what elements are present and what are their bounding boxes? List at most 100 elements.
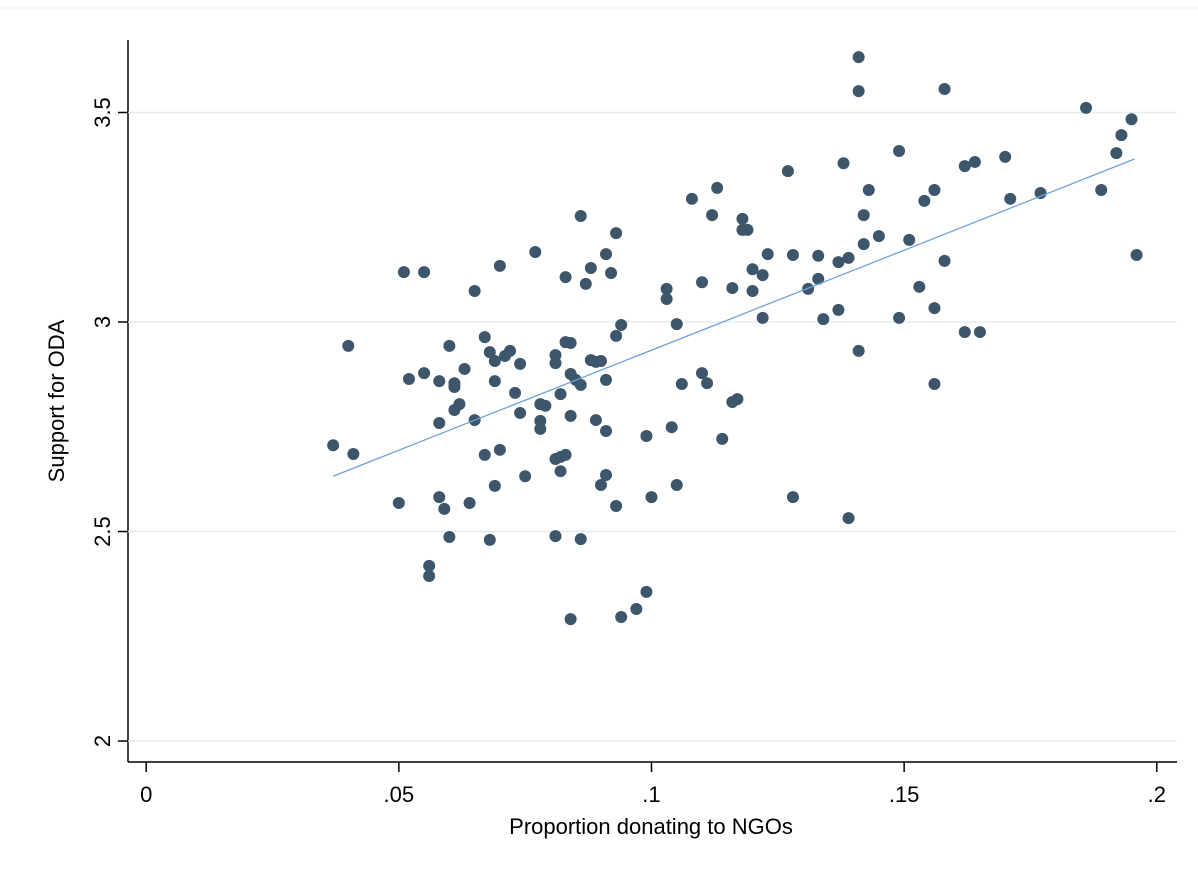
point bbox=[872, 230, 885, 243]
point bbox=[670, 318, 683, 331]
point bbox=[746, 285, 759, 298]
point bbox=[786, 491, 799, 504]
point bbox=[423, 559, 436, 572]
point bbox=[893, 145, 906, 158]
point bbox=[913, 280, 926, 293]
point bbox=[549, 349, 562, 362]
point bbox=[670, 479, 683, 492]
point bbox=[731, 393, 744, 406]
point bbox=[630, 603, 643, 616]
fit-line bbox=[332, 158, 1135, 477]
point bbox=[761, 248, 774, 261]
point bbox=[347, 448, 360, 461]
point bbox=[488, 354, 501, 367]
point bbox=[1034, 186, 1047, 199]
point bbox=[574, 209, 587, 222]
point bbox=[579, 277, 592, 290]
point bbox=[564, 613, 577, 626]
point bbox=[453, 398, 466, 411]
y-tick-label: 3.5 bbox=[90, 97, 115, 128]
point bbox=[433, 375, 446, 388]
point bbox=[392, 497, 405, 510]
point bbox=[736, 212, 749, 225]
point bbox=[534, 414, 547, 427]
point bbox=[938, 254, 951, 267]
point bbox=[716, 432, 729, 445]
point bbox=[610, 227, 623, 240]
point bbox=[600, 424, 613, 437]
point bbox=[463, 497, 476, 510]
point bbox=[488, 479, 501, 492]
point bbox=[539, 399, 552, 412]
point bbox=[706, 209, 719, 222]
y-axis-label: Support for ODA bbox=[44, 319, 69, 482]
point bbox=[746, 263, 759, 276]
point bbox=[741, 223, 754, 236]
point bbox=[1004, 192, 1017, 205]
point bbox=[488, 375, 501, 388]
point bbox=[1125, 113, 1138, 126]
point bbox=[696, 367, 709, 380]
point bbox=[711, 181, 724, 194]
point bbox=[685, 192, 698, 205]
point bbox=[660, 292, 673, 305]
point bbox=[675, 378, 688, 391]
point bbox=[433, 416, 446, 429]
point bbox=[660, 282, 673, 295]
point bbox=[756, 311, 769, 324]
point bbox=[574, 378, 587, 391]
point bbox=[852, 85, 865, 98]
point bbox=[928, 302, 941, 315]
point bbox=[594, 479, 607, 492]
point bbox=[812, 272, 825, 285]
point bbox=[519, 470, 532, 483]
point bbox=[726, 282, 739, 295]
point bbox=[857, 238, 870, 251]
point bbox=[852, 51, 865, 64]
point bbox=[342, 339, 355, 352]
point bbox=[559, 271, 572, 284]
point bbox=[615, 318, 628, 331]
point bbox=[610, 329, 623, 342]
point bbox=[504, 344, 517, 357]
point bbox=[1110, 147, 1123, 160]
y-tick-label: 2.5 bbox=[90, 516, 115, 547]
point bbox=[852, 344, 865, 357]
point bbox=[418, 266, 431, 279]
point bbox=[832, 256, 845, 269]
point bbox=[640, 585, 653, 598]
point bbox=[483, 346, 496, 359]
point bbox=[443, 339, 456, 352]
point bbox=[423, 569, 436, 582]
x-tick-label: .15 bbox=[889, 782, 920, 807]
point bbox=[589, 414, 602, 427]
point bbox=[610, 499, 623, 512]
point bbox=[903, 233, 916, 246]
point bbox=[559, 448, 572, 461]
point bbox=[443, 530, 456, 543]
point bbox=[958, 326, 971, 339]
point bbox=[397, 266, 410, 279]
point bbox=[514, 357, 527, 370]
point bbox=[837, 157, 850, 170]
point bbox=[968, 155, 981, 168]
x-tick-label: .05 bbox=[384, 782, 415, 807]
y-tick-label: 2 bbox=[90, 735, 115, 747]
point bbox=[918, 194, 931, 207]
point bbox=[600, 373, 613, 386]
y-tick-label: 3 bbox=[90, 316, 115, 328]
point bbox=[468, 285, 481, 298]
point bbox=[701, 377, 714, 390]
point bbox=[786, 248, 799, 261]
point bbox=[493, 259, 506, 272]
x-axis-label: Proportion donating to NGOs bbox=[509, 814, 793, 839]
x-tick-label: 0 bbox=[140, 782, 152, 807]
point bbox=[938, 83, 951, 96]
point bbox=[418, 367, 431, 380]
point bbox=[1130, 248, 1143, 261]
point bbox=[564, 409, 577, 422]
point bbox=[857, 209, 870, 222]
point bbox=[999, 150, 1012, 163]
point bbox=[665, 421, 678, 434]
